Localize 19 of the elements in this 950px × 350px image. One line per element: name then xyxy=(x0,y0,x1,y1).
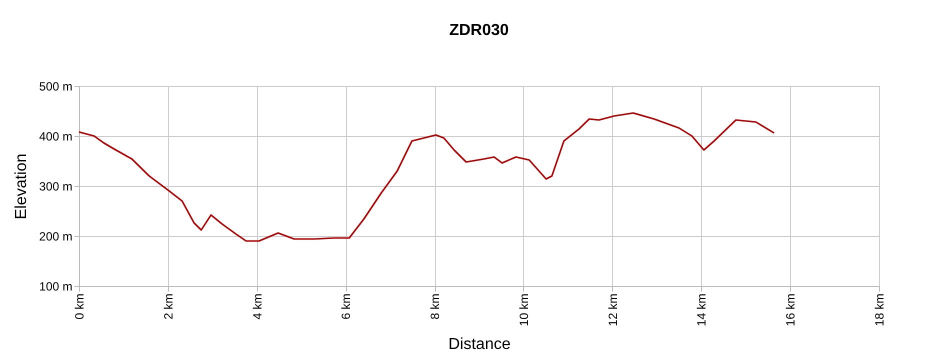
y-tick-label: 200 m xyxy=(39,230,72,244)
x-tick-label: 18 km xyxy=(872,294,886,326)
x-tick-label: 0 km xyxy=(72,294,86,320)
x-tick-label: 2 km xyxy=(161,294,176,320)
chart-title: ZDR030 xyxy=(449,22,509,39)
x-tick-label: 16 km xyxy=(784,294,798,326)
line-series xyxy=(78,112,775,242)
y-tick-label: 500 m xyxy=(39,80,72,94)
y-tick-label: 100 m xyxy=(39,280,72,294)
x-tick-label: 6 km xyxy=(339,294,354,320)
y-axis-title: Elevation xyxy=(13,154,30,220)
x-tick-label: 4 km xyxy=(250,294,264,320)
x-tick-label: 10 km xyxy=(516,294,531,326)
y-tick-label: 300 m xyxy=(39,180,72,194)
x-axis-title: Distance xyxy=(448,336,511,350)
y-tick-label: 400 m xyxy=(39,130,72,144)
x-tick-label: 12 km xyxy=(606,294,620,326)
x-tick-label: 14 km xyxy=(694,294,709,326)
x-tick-label: 8 km xyxy=(428,294,442,320)
